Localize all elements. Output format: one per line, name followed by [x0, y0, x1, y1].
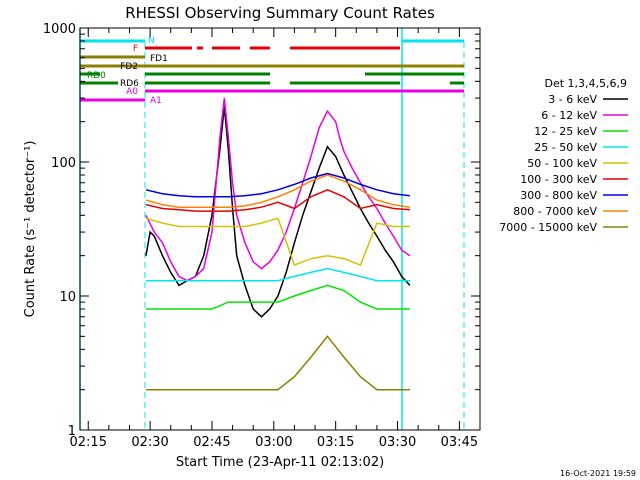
- footer-timestamp: 16-Oct-2021 19:59: [560, 469, 636, 478]
- legend-title: Det 1,3,4,5,6,9: [544, 77, 627, 90]
- plot-frame: [79, 27, 481, 431]
- series-line: [145, 188, 410, 212]
- x-tick-label: 03:45: [441, 435, 478, 450]
- y-axis-label: Count Rate (s⁻¹ detector⁻¹): [23, 141, 38, 318]
- legend-entry-label: 50 - 100 keV: [527, 157, 597, 170]
- legend-entry-label: 100 - 300 keV: [520, 173, 597, 186]
- series-line: [145, 267, 410, 282]
- y-tick-label: 1000: [43, 22, 76, 37]
- series-line: [145, 106, 411, 318]
- x-tick-label: 02:30: [131, 435, 168, 450]
- flag-label: RD0: [87, 71, 106, 81]
- legend-entry-label: 12 - 25 keV: [534, 125, 597, 138]
- x-tick-label: 02:45: [193, 435, 230, 450]
- series-line: [145, 217, 410, 267]
- chart-title: RHESSI Observing Summary Count Rates: [125, 4, 435, 22]
- flag-label: RD6: [120, 79, 139, 89]
- legend-entry-label: 7000 - 15000 keV: [499, 221, 597, 234]
- legend-entry-label: 6 - 12 keV: [541, 109, 597, 122]
- x-axis-label: Start Time (23-Apr-11 02:13:02): [176, 455, 384, 470]
- y-tick-label: 1: [68, 424, 76, 439]
- flag-label: FD2: [120, 62, 138, 72]
- x-tick-label: 03:15: [317, 435, 354, 450]
- legend: Det 1,3,4,5,6,9 3 - 6 keV 6 - 12 keV 12 - …: [499, 77, 628, 234]
- y-axis: 1 10 100 1000: [43, 22, 480, 439]
- series-layer: [145, 98, 411, 391]
- x-tick-label: 03:00: [255, 435, 292, 450]
- x-axis: 02:15 02:30 02:45 03:00 03:15 03:30 03:45: [70, 28, 478, 450]
- x-tick-label: 03:30: [379, 435, 416, 450]
- series-line: [145, 172, 410, 198]
- legend-entry-label: 800 - 7000 keV: [513, 205, 597, 218]
- flag-label: A1: [150, 96, 162, 106]
- flag-label: A0: [126, 87, 138, 97]
- x-tick-label: 02:15: [70, 435, 107, 450]
- flag-label: FD1: [150, 54, 168, 64]
- y-tick-label: 10: [59, 290, 76, 305]
- legend-entry-label: 25 - 50 keV: [534, 141, 597, 154]
- y-tick-label: 100: [51, 156, 76, 171]
- series-line: [145, 284, 410, 310]
- legend-entry-label: 300 - 800 keV: [520, 189, 597, 202]
- series-line: [145, 174, 411, 208]
- flag-label: N: [148, 36, 155, 46]
- series-line: [145, 335, 410, 391]
- flag-label: F: [133, 44, 138, 54]
- legend-entry-label: 3 - 6 keV: [548, 93, 597, 106]
